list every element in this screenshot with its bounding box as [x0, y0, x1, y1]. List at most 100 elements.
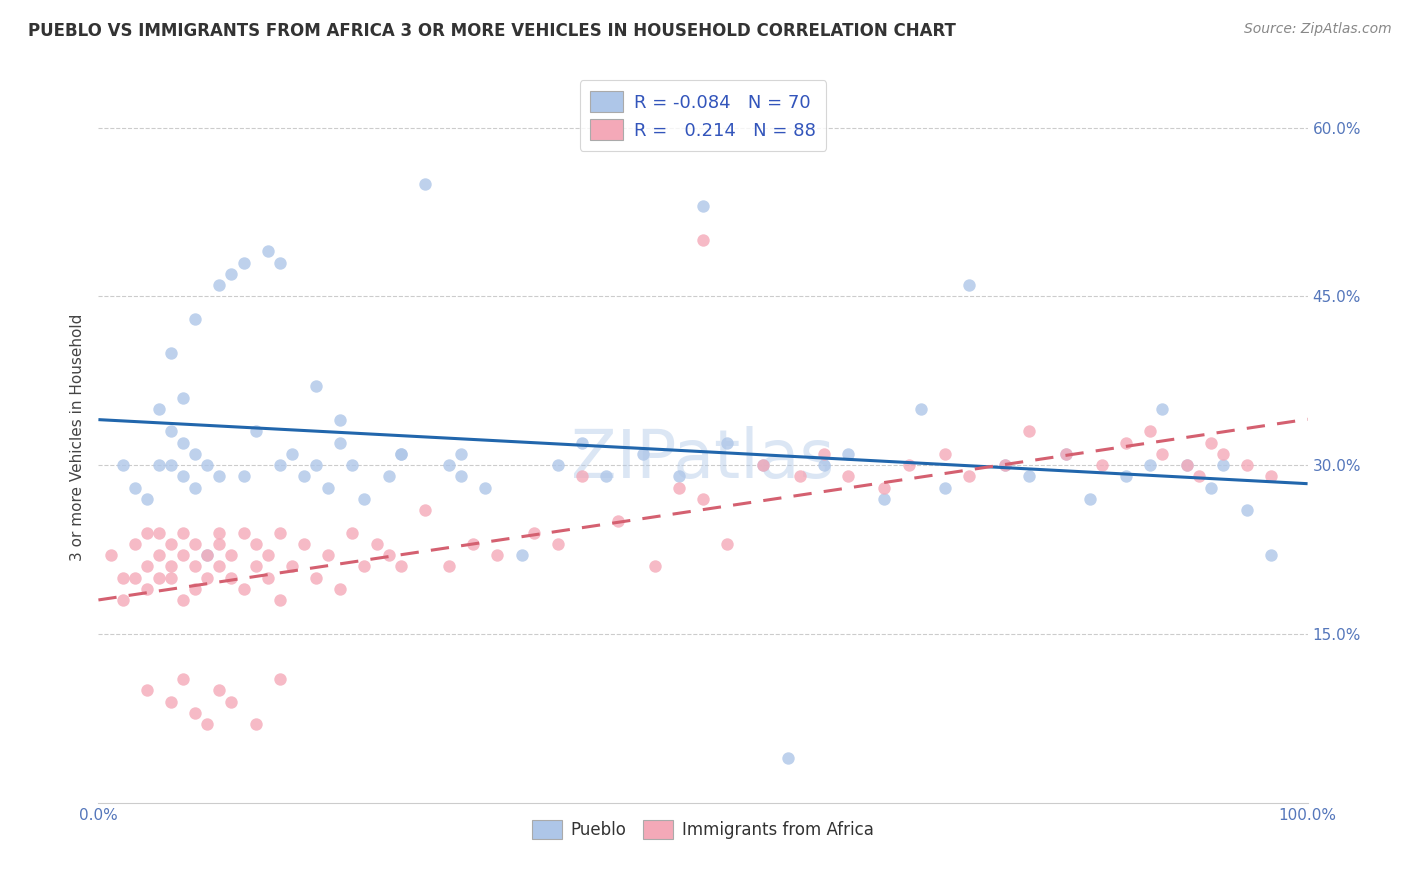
Point: [547, 537, 569, 551]
Point: [353, 491, 375, 506]
Point: [631, 447, 654, 461]
Point: [595, 469, 617, 483]
Point: [366, 537, 388, 551]
Point: [1236, 503, 1258, 517]
Text: ZIPatlas: ZIPatlas: [571, 426, 835, 492]
Point: [1054, 447, 1077, 461]
Point: [111, 571, 134, 585]
Point: [208, 559, 231, 574]
Point: [221, 571, 243, 585]
Point: [184, 537, 207, 551]
Point: [232, 582, 254, 596]
Point: [994, 458, 1017, 473]
Point: [172, 469, 194, 483]
Point: [135, 525, 157, 540]
Point: [135, 491, 157, 506]
Point: [934, 481, 956, 495]
Point: [160, 425, 183, 439]
Point: [195, 717, 218, 731]
Point: [910, 401, 932, 416]
Point: [571, 435, 593, 450]
Point: [221, 694, 243, 708]
Point: [111, 458, 134, 473]
Point: [450, 469, 472, 483]
Point: [450, 447, 472, 461]
Point: [1115, 469, 1137, 483]
Point: [256, 548, 278, 562]
Point: [1175, 458, 1198, 473]
Point: [245, 717, 267, 731]
Point: [644, 559, 666, 574]
Point: [486, 548, 509, 562]
Point: [305, 379, 328, 393]
Point: [305, 571, 328, 585]
Point: [269, 255, 291, 269]
Point: [232, 525, 254, 540]
Point: [377, 548, 399, 562]
Point: [752, 458, 775, 473]
Point: [172, 435, 194, 450]
Point: [789, 469, 811, 483]
Point: [172, 672, 194, 686]
Point: [195, 571, 218, 585]
Point: [208, 537, 231, 551]
Point: [692, 233, 714, 247]
Point: [221, 548, 243, 562]
Point: [184, 706, 207, 720]
Point: [1091, 458, 1114, 473]
Point: [172, 548, 194, 562]
Point: [292, 469, 315, 483]
Point: [776, 751, 799, 765]
Y-axis label: 3 or more Vehicles in Household: 3 or more Vehicles in Household: [69, 313, 84, 561]
Point: [256, 571, 278, 585]
Point: [837, 447, 859, 461]
Point: [474, 481, 496, 495]
Point: [692, 491, 714, 506]
Point: [329, 413, 352, 427]
Point: [752, 458, 775, 473]
Point: [269, 525, 291, 540]
Point: [208, 469, 231, 483]
Point: [135, 582, 157, 596]
Point: [124, 481, 146, 495]
Point: [124, 571, 146, 585]
Point: [329, 435, 352, 450]
Point: [148, 571, 170, 585]
Point: [269, 593, 291, 607]
Point: [195, 458, 218, 473]
Point: [160, 571, 183, 585]
Point: [1078, 491, 1101, 506]
Point: [124, 537, 146, 551]
Point: [342, 458, 364, 473]
Point: [232, 255, 254, 269]
Point: [1139, 425, 1161, 439]
Point: [172, 525, 194, 540]
Point: [256, 244, 278, 259]
Point: [184, 481, 207, 495]
Point: [329, 582, 352, 596]
Point: [353, 559, 375, 574]
Point: [148, 548, 170, 562]
Point: [510, 548, 533, 562]
Point: [208, 525, 231, 540]
Point: [668, 481, 690, 495]
Point: [873, 481, 896, 495]
Point: [1199, 435, 1222, 450]
Point: [934, 447, 956, 461]
Point: [269, 672, 291, 686]
Point: [135, 559, 157, 574]
Point: [160, 537, 183, 551]
Text: PUEBLO VS IMMIGRANTS FROM AFRICA 3 OR MORE VEHICLES IN HOUSEHOLD CORRELATION CHA: PUEBLO VS IMMIGRANTS FROM AFRICA 3 OR MO…: [28, 22, 956, 40]
Point: [437, 458, 460, 473]
Point: [389, 559, 412, 574]
Point: [281, 559, 304, 574]
Point: [1236, 458, 1258, 473]
Point: [135, 683, 157, 698]
Point: [160, 559, 183, 574]
Point: [160, 458, 183, 473]
Point: [1212, 447, 1234, 461]
Point: [221, 267, 243, 281]
Point: [413, 177, 436, 191]
Point: [994, 458, 1017, 473]
Legend: Pueblo, Immigrants from Africa: Pueblo, Immigrants from Africa: [526, 814, 880, 846]
